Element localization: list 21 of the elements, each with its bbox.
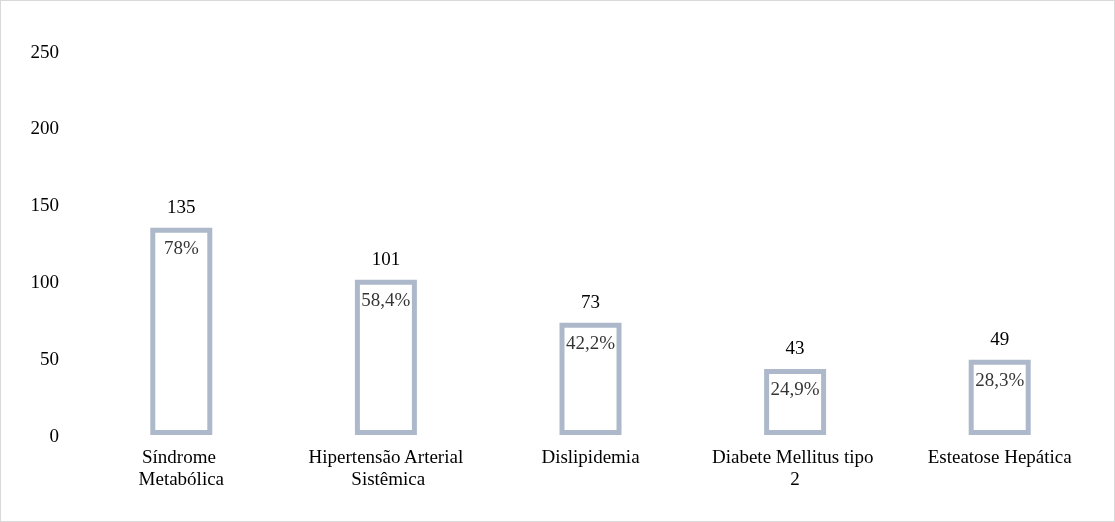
annotation: 28,3% (975, 368, 1025, 390)
annotation: 42,2% (565, 331, 616, 353)
x-tick-label: Esteatose Hepática (927, 445, 1073, 467)
x-tick-label: Dislipidemia (541, 445, 641, 467)
data-label: 49 (990, 327, 1010, 349)
annotation: 78% (163, 236, 199, 258)
y-tick-label: 250 (30, 40, 59, 62)
x-tick-label: Diabete Mellitus tipo 2 (711, 445, 879, 489)
x-tick-label: Síndrome Metabólica (138, 445, 225, 489)
y-tick-label: 50 (40, 347, 59, 369)
y-tick-label: 150 (30, 194, 59, 216)
y-tick-label: 0 (49, 424, 59, 446)
data-label: 101 (371, 247, 401, 269)
data-label: 135 (167, 195, 196, 217)
data-label: 43 (785, 336, 805, 358)
x-tick-label: Hipertensão Arterial Sistêmica (308, 445, 464, 489)
y-tick-label: 200 (30, 117, 59, 139)
data-label: 73 (581, 290, 600, 312)
y-tick-label: 100 (30, 270, 59, 292)
annotation: 58,4% (361, 288, 411, 310)
annotation: 24,9% (770, 377, 820, 399)
